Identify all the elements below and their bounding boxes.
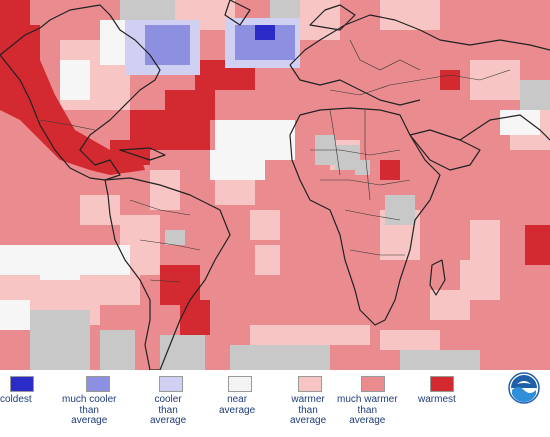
noaa-logo-icon bbox=[508, 372, 540, 404]
legend-label-warmer: warmer than average bbox=[290, 394, 327, 426]
legend-label-much-cooler: much cooler than average bbox=[62, 394, 117, 426]
legend-item-warmest: warmest bbox=[418, 376, 456, 406]
legend-item-much-warmer: much warmer than average bbox=[337, 376, 398, 427]
legend-item-coldest: coldest bbox=[0, 376, 34, 406]
legend-item-warmer: warmer than average bbox=[290, 376, 326, 427]
legend-label-coldest: coldest bbox=[0, 394, 32, 405]
legend-swatch-near-average bbox=[228, 376, 252, 392]
legend-swatch-much-warmer bbox=[361, 376, 385, 392]
legend-label-cooler: cooler than average bbox=[150, 394, 187, 426]
legend: coldest much cooler than average cooler … bbox=[0, 370, 550, 437]
legend-label-near-average: near average bbox=[219, 394, 256, 416]
near-average-regions bbox=[0, 20, 540, 330]
coastlines bbox=[0, 0, 550, 370]
coldest-regions bbox=[255, 25, 275, 40]
legend-swatch-cooler bbox=[159, 376, 183, 392]
legend-label-much-warmer: much warmer than average bbox=[337, 394, 398, 426]
legend-swatch-much-cooler bbox=[86, 376, 110, 392]
legend-label-warmest: warmest bbox=[418, 394, 456, 405]
legend-swatch-coldest bbox=[10, 376, 34, 392]
legend-item-cooler: cooler than average bbox=[150, 376, 186, 427]
country-borders bbox=[39, 39, 511, 283]
legend-swatch-warmer bbox=[298, 376, 322, 392]
legend-item-much-cooler: much cooler than average bbox=[62, 376, 116, 427]
legend-swatch-warmest bbox=[430, 376, 454, 392]
legend-item-near-average: near average bbox=[219, 376, 255, 416]
temperature-anomaly-map bbox=[0, 0, 550, 370]
